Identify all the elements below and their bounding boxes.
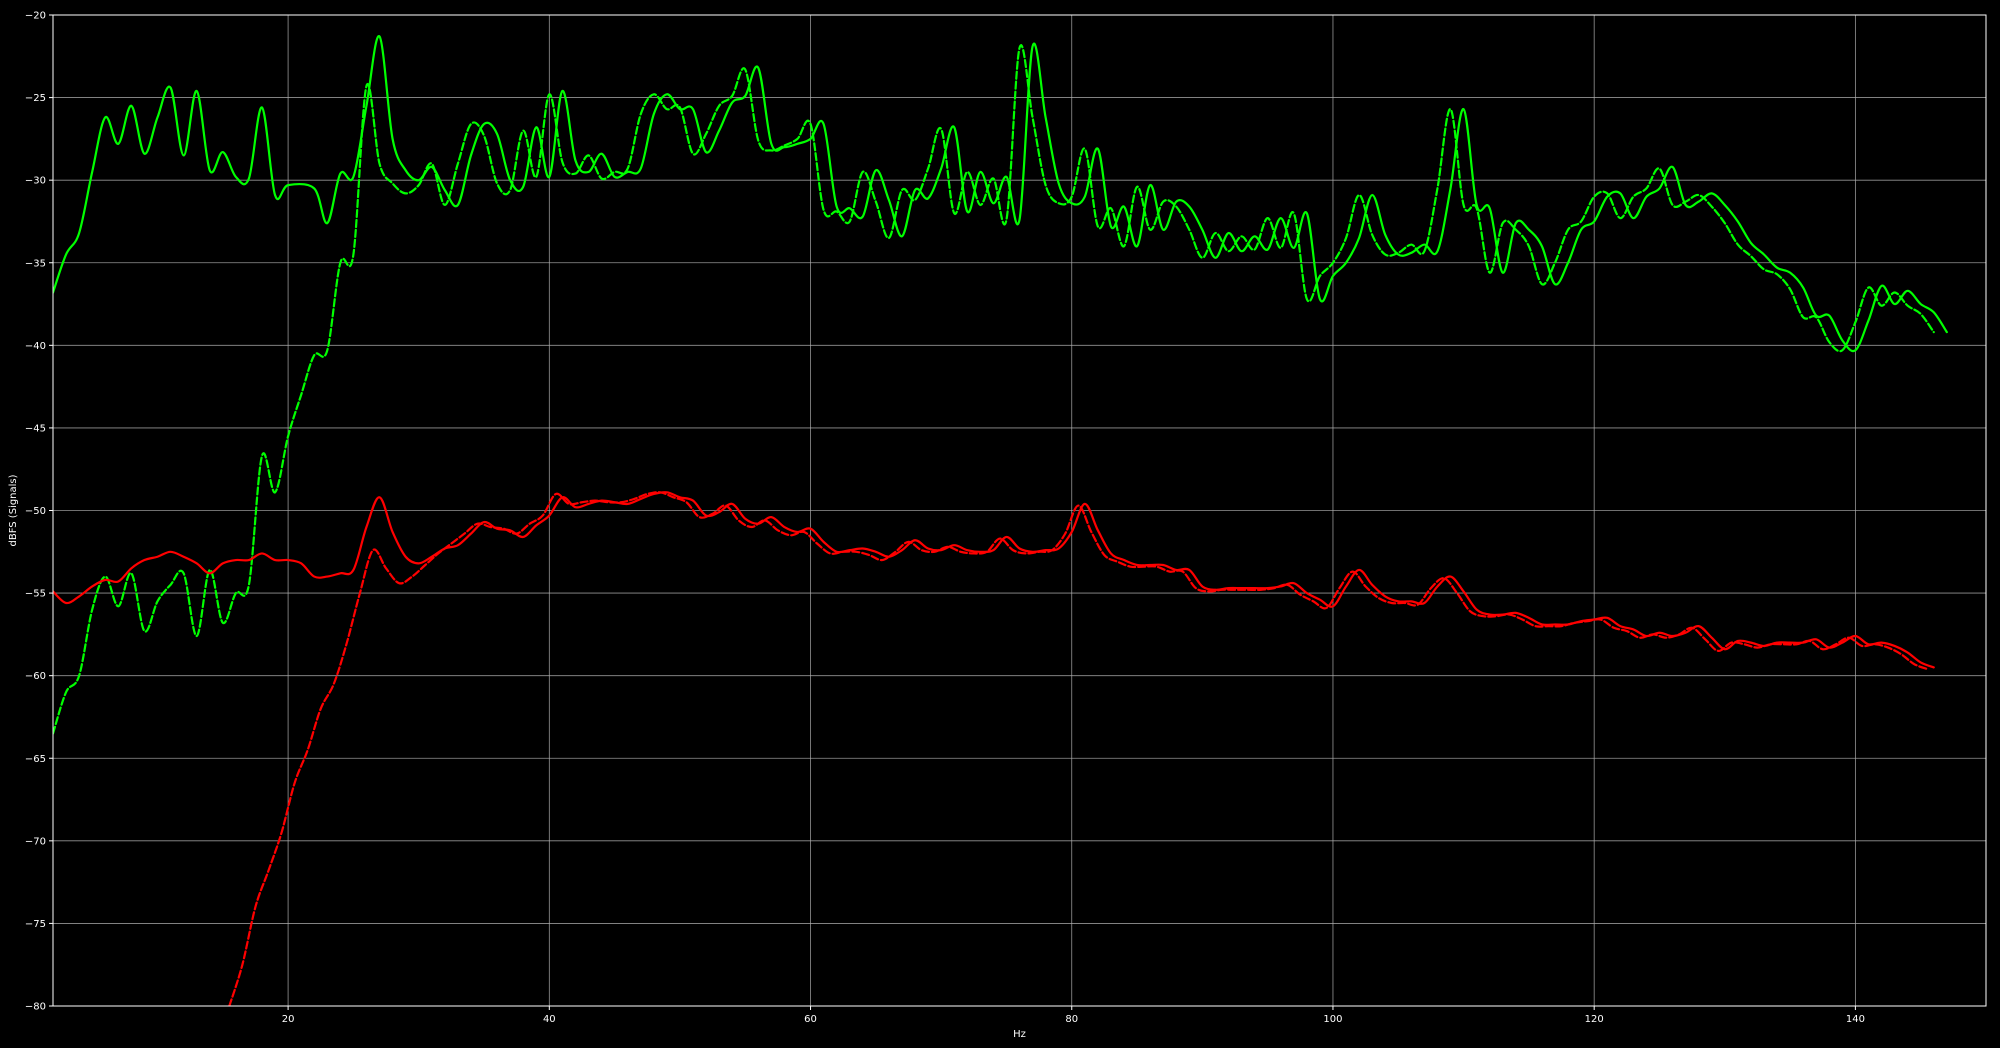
y-tick-label: −80 <box>25 1002 46 1013</box>
y-tick-label: −25 <box>25 93 46 104</box>
x-tick-label: 100 <box>1323 1014 1342 1025</box>
y-tick-label: −60 <box>25 671 46 682</box>
y-tick-label: −35 <box>25 258 46 269</box>
y-tick-label: −55 <box>25 589 46 600</box>
y-tick-label: −40 <box>25 341 46 352</box>
y-tick-label: −75 <box>25 919 46 930</box>
series-line-4 <box>228 491 1929 1006</box>
grid <box>53 14 1986 1007</box>
series-line-3 <box>53 491 1935 669</box>
x-tick-label: 140 <box>1846 1014 1865 1025</box>
series-group <box>53 35 1948 1006</box>
x-tick-label: 40 <box>543 1014 556 1025</box>
y-tick-label: −70 <box>25 836 46 847</box>
y-tick-label: −50 <box>25 506 46 517</box>
y-tick-label: −30 <box>25 176 46 187</box>
x-tick-label: 80 <box>1065 1014 1078 1025</box>
y-tick-label: −20 <box>25 11 46 22</box>
x-tick-label: 60 <box>804 1014 817 1025</box>
y-tick-label: −45 <box>25 423 46 434</box>
x-axis-ticks: 20 40 60 80 100 120 140 <box>282 1006 1865 1025</box>
series-line-2 <box>53 44 1935 735</box>
y-axis-label: dBFS (Signals) <box>8 474 19 546</box>
x-axis-label: Hz <box>1013 1029 1026 1040</box>
y-tick-label: −65 <box>25 754 46 765</box>
x-tick-label: 20 <box>282 1014 295 1025</box>
series-line-1 <box>53 35 1948 353</box>
x-tick-label: 120 <box>1585 1014 1604 1025</box>
y-axis-ticks: −80 −75 −70 −65 −60 −55 −50 −45 −40 −35 −30 −25 −20 <box>25 11 53 1013</box>
